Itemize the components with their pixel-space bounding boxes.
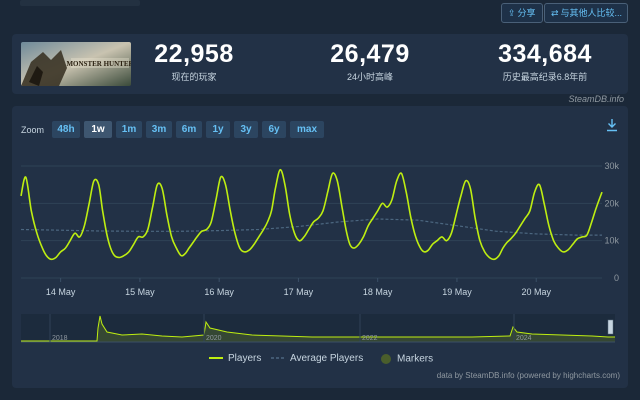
x-tick-label: 17 May <box>284 287 314 297</box>
stat-label: 历史最高纪录6.8年前 <box>502 72 588 82</box>
zoom-3y-button[interactable]: 3y <box>234 121 258 138</box>
navigator-year-label: 2020 <box>206 335 222 342</box>
y-tick-label: 10k <box>604 236 619 246</box>
share-label: 分享 <box>517 8 536 18</box>
stat-value: 22,958 <box>154 40 234 68</box>
stat-24h-peak: 26,479 24小时高峰 <box>295 40 445 83</box>
legend-average-players[interactable]: Average Players <box>271 353 363 367</box>
legend-players[interactable]: Players <box>209 353 261 367</box>
navigator-handle[interactable] <box>607 319 614 335</box>
zoom-6y-button[interactable]: 6y <box>262 121 286 138</box>
zoom-1m-button[interactable]: 1m <box>116 121 142 138</box>
compare-button[interactable]: ⇄ 与其他人比较... <box>544 3 628 23</box>
x-tick-label: 20 May <box>521 287 551 297</box>
navigator-year-label: 2024 <box>516 335 532 342</box>
legend-average-label: Average Players <box>290 353 364 364</box>
legend-average-swatch <box>271 357 285 360</box>
compare-label: 与其他人比较... <box>560 8 623 18</box>
chart-panel: SteamDB.info Zoom 48h 1w 1m 3m 6m 1y 3y 6y max 1… <box>12 94 628 388</box>
zoom-max-button[interactable]: max <box>290 121 324 138</box>
x-tick-label: 14 May <box>46 287 76 297</box>
player-chart[interactable]: 14 May 15 May 16 May 17 May 18 May 19 May 20 M… <box>12 106 628 388</box>
data-credit: data by SteamDB.info (powered by highcha… <box>436 371 620 380</box>
share-icon: ⇪ <box>508 8 516 18</box>
share-button[interactable]: ⇪ 分享 <box>501 3 543 23</box>
zoom-1w-button[interactable]: 1w <box>84 121 112 138</box>
compare-icon: ⇄ <box>551 8 559 18</box>
x-tick-label: 15 May <box>125 287 155 297</box>
steamdb-credit: SteamDB.info <box>568 94 624 104</box>
legend-markers[interactable]: Markers <box>380 353 433 367</box>
game-thumbnail[interactable]: MONSTER HUNTER <box>21 42 131 86</box>
navigator-area <box>21 316 615 342</box>
x-tick-label: 16 May <box>204 287 234 297</box>
navigator-line <box>21 315 615 342</box>
legend-markers-swatch <box>381 354 391 364</box>
zoom-1y-button[interactable]: 1y <box>206 121 230 138</box>
players-line <box>20 168 603 261</box>
average-players-line <box>20 218 602 236</box>
y-tick-label: 30k <box>604 161 619 171</box>
x-tick-label: 19 May <box>442 287 472 297</box>
legend-players-swatch <box>209 357 223 360</box>
stat-value: 26,479 <box>330 40 410 68</box>
navigator-year-label: 2022 <box>362 335 378 342</box>
truncated-breadcrumb <box>20 0 140 6</box>
y-tick-label: 0 <box>614 273 619 283</box>
thumbnail-title: MONSTER HUNTER <box>66 60 131 68</box>
stat-current-players: 22,958 现在的玩家 <box>119 40 269 83</box>
download-icon[interactable] <box>605 118 619 132</box>
stat-label: 24小时高峰 <box>346 72 393 82</box>
stat-all-time-peak: 334,684 历史最高纪录6.8年前 <box>470 40 620 83</box>
stats-bar: MONSTER HUNTER 22,958 现在的玩家 26,479 24小时高… <box>12 34 628 94</box>
top-bar: ⇪ 分享 ⇄ 与其他人比较... <box>0 0 640 28</box>
zoom-6m-button[interactable]: 6m <box>176 121 202 138</box>
x-tick-label: 18 May <box>363 287 393 297</box>
stat-value: 334,684 <box>498 40 592 68</box>
legend-markers-label: Markers <box>397 353 434 365</box>
y-tick-label: 20k <box>604 198 619 208</box>
zoom-3m-button[interactable]: 3m <box>146 121 172 138</box>
navigator-year-label: 2018 <box>52 335 68 342</box>
stat-label: 现在的玩家 <box>171 72 217 82</box>
legend-players-label: Players <box>228 353 262 364</box>
zoom-label: Zoom <box>21 125 45 135</box>
zoom-48h-button[interactable]: 48h <box>52 121 80 138</box>
